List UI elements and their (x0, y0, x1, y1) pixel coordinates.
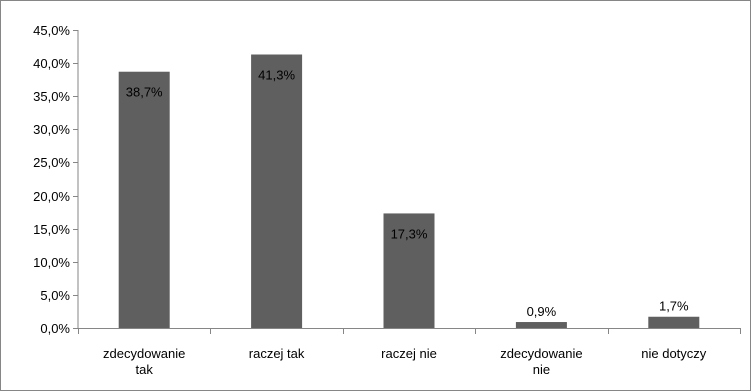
category-label-line: raczej tak (249, 346, 305, 361)
y-axis-ticks: 0,0% 5,0% 10,0% 15,0% 20,0% 25,0% 30,0% 35,0% 40… (33, 23, 78, 336)
data-label: 1,7% (659, 299, 689, 314)
bar (383, 213, 435, 328)
data-labels: 38,7% 41,3% 17,3% 0,9% 1,7% (126, 68, 689, 320)
category-label: zdecydowanie nie (500, 346, 582, 377)
category-label: zdecydowanie tak (103, 346, 185, 377)
y-tick-label: 20,0% (33, 189, 70, 204)
data-label: 0,9% (527, 304, 557, 319)
y-tick-label: 40,0% (33, 56, 70, 71)
category-label-line: raczej nie (381, 346, 437, 361)
bar (648, 316, 700, 328)
y-tick-label: 45,0% (33, 23, 70, 38)
category-label-line: tak (136, 362, 154, 377)
category-label-line: nie (533, 362, 550, 377)
category-label: raczej nie (381, 346, 437, 361)
category-label: raczej tak (249, 346, 305, 361)
bar (515, 322, 567, 328)
y-tick-label: 5,0% (40, 288, 70, 303)
category-label: nie dotyczy (641, 346, 707, 361)
y-tick-label: 0,0% (40, 321, 70, 336)
y-tick-label: 25,0% (33, 155, 70, 170)
x-axis (77, 30, 741, 334)
bars-group (118, 54, 700, 328)
bar (118, 71, 170, 328)
bar (251, 54, 303, 328)
category-label-line: zdecydowanie (103, 346, 185, 361)
y-tick-label: 15,0% (33, 222, 70, 237)
data-label: 38,7% (126, 85, 163, 100)
y-tick-label: 35,0% (33, 89, 70, 104)
category-label-line: nie dotyczy (641, 346, 707, 361)
data-label: 17,3% (391, 226, 428, 241)
y-tick-label: 10,0% (33, 255, 70, 270)
category-label-line: zdecydowanie (500, 346, 582, 361)
y-tick-label: 30,0% (33, 122, 70, 137)
data-label: 41,3% (258, 68, 295, 83)
